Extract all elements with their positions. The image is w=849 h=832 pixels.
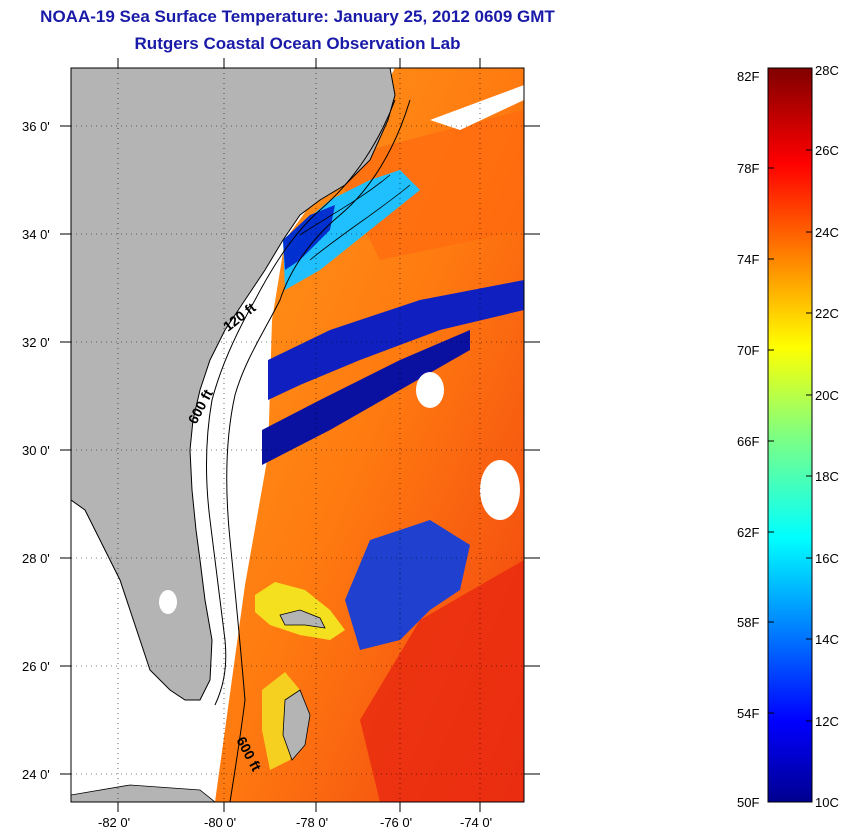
land-mass	[71, 68, 396, 701]
colorbar-c-label: 24C	[815, 225, 839, 240]
lat-label: 24 0'	[22, 767, 50, 782]
lon-label: -74 0'	[460, 815, 492, 830]
cloud-patches	[345, 520, 470, 650]
colorbar-f-label: 78F	[737, 161, 759, 176]
colorbar-f-label: 50F	[737, 795, 759, 810]
contour-deep	[299, 174, 411, 261]
temperature-colorbar	[767, 67, 813, 803]
colorbar-f-label: 58F	[737, 615, 759, 630]
colorbar-c-label: 12C	[815, 714, 839, 729]
lon-label: -82 0'	[98, 815, 130, 830]
map-subtitle: Rutgers Coastal Ocean Observation Lab	[134, 34, 461, 53]
lat-label: 28 0'	[22, 551, 50, 566]
lat-label: 34 0'	[22, 227, 50, 242]
lat-label: 36 0'	[22, 119, 50, 134]
cool-shelf-water	[283, 170, 420, 290]
map-plot-area: 120 ft 600 ft 600 ft	[71, 68, 524, 802]
colorbar-c-label: 16C	[815, 551, 839, 566]
colorbar-c-label: 26C	[815, 143, 839, 158]
bahama-island	[279, 609, 326, 629]
colorbar-f-label: 74F	[737, 252, 759, 267]
colorbar-c-label: 22C	[815, 306, 839, 321]
colorbar-f-label: 70F	[737, 343, 759, 358]
cloud-gap	[416, 372, 444, 408]
cuba-coast	[71, 784, 216, 802]
lat-label: 30 0'	[22, 443, 50, 458]
colorbar-ticks	[768, 149, 812, 722]
andros-island	[282, 689, 311, 761]
warm-water-region	[360, 560, 524, 802]
lat-label: 32 0'	[22, 335, 50, 350]
contour-120ft	[205, 99, 396, 706]
graticule	[71, 68, 524, 802]
map-ticks	[60, 58, 540, 812]
colorbar-c-label: 20C	[815, 388, 839, 403]
colorbar-c-label: 10C	[815, 795, 839, 810]
contour-600ft	[226, 99, 411, 802]
colorbar-f-label: 82F	[737, 69, 759, 84]
lake-okeechobee	[159, 590, 177, 614]
colorbar-f-label: 66F	[737, 434, 759, 449]
colorbar-c-label: 14C	[815, 632, 839, 647]
cloud-gap-2	[480, 460, 520, 520]
lon-label: -80 0'	[204, 815, 236, 830]
map-title: NOAA-19 Sea Surface Temperature: January…	[40, 7, 555, 26]
colorbar-c-label: 18C	[815, 469, 839, 484]
lat-label: 26 0'	[22, 659, 50, 674]
cloud-gap-3	[430, 85, 524, 130]
colorbar-f-label: 54F	[737, 706, 759, 721]
cloud-streak-2	[262, 330, 470, 465]
lon-label: -76 0'	[380, 815, 412, 830]
cloud-streak	[268, 280, 524, 400]
lon-label: -78 0'	[296, 815, 328, 830]
colorbar-f-label: 62F	[737, 525, 759, 540]
colorbar-c-label: 28C	[815, 63, 839, 78]
map-border	[70, 67, 525, 803]
